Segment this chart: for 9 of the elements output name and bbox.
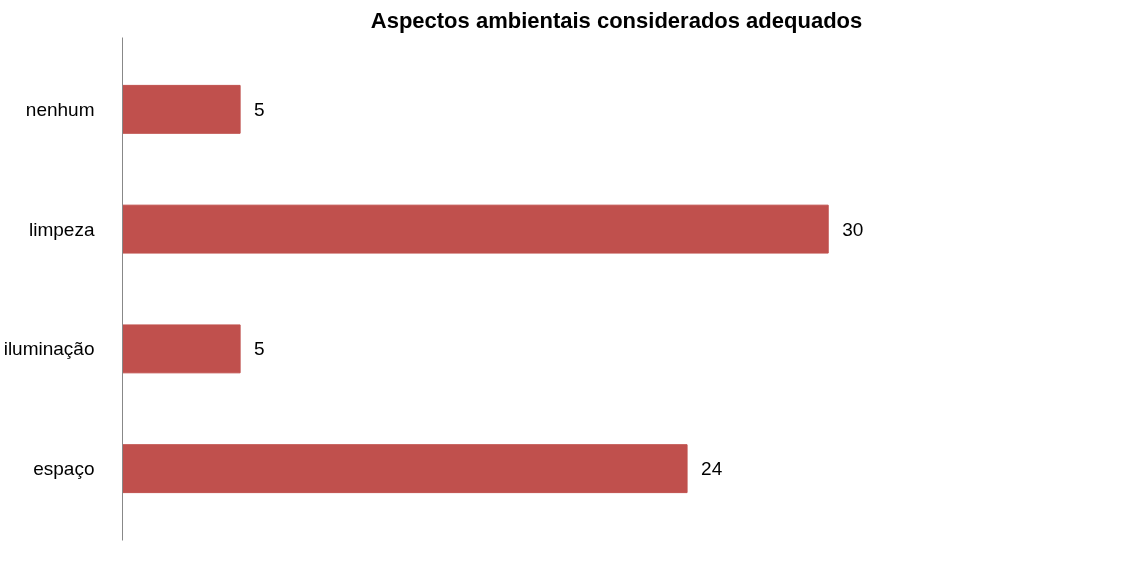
data-label: 24 [701, 458, 723, 480]
y-tick-label: nenhum [25, 98, 95, 120]
data-label: 30 [842, 218, 864, 240]
data-label: 5 [254, 98, 265, 120]
y-tick-label: limpeza [29, 218, 95, 240]
y-tick-label: espaço [33, 458, 95, 480]
y-tick-label: iluminação [3, 338, 95, 360]
chart-title: Aspectos ambientais considerados adequados [370, 7, 863, 33]
data-label: 5 [254, 338, 265, 360]
